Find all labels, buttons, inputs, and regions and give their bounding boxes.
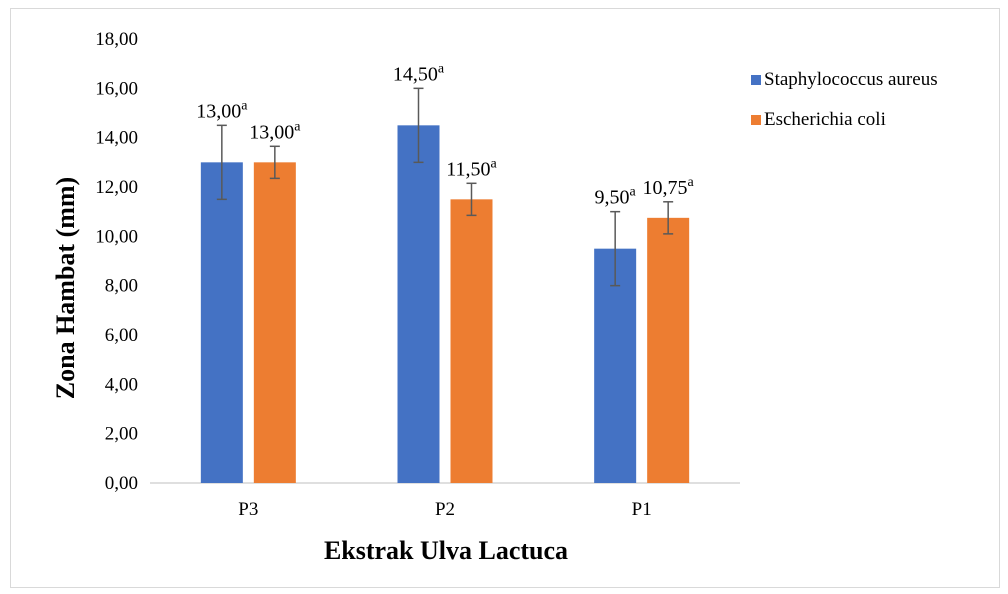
y-axis-title: Zona Hambat (mm) (51, 177, 80, 399)
data-label: 10,75a (643, 175, 695, 199)
error-bars (216, 87, 674, 287)
y-tick-label: 2,00 (105, 424, 138, 445)
data-label: 9,50a (595, 185, 637, 209)
bar (594, 248, 637, 483)
y-tick-label: 18,00 (95, 29, 138, 50)
bar (253, 162, 296, 484)
legend: Staphylococcus aureus Escherichia coli (751, 69, 938, 130)
y-tick-label: 4,00 (105, 374, 138, 395)
bars (200, 125, 690, 484)
y-tick-label: 16,00 (95, 78, 138, 99)
data-label: 11,50a (446, 156, 497, 180)
x-tick-label: P2 (435, 499, 455, 520)
x-axis-ticks: P3 P2 P1 (238, 499, 651, 520)
y-tick-label: 8,00 (105, 276, 138, 297)
y-axis-ticks: 0,00 2,00 4,00 6,00 8,00 10,00 12,00 14,00 16,00… (95, 29, 138, 494)
bar (200, 162, 243, 484)
data-labels: 13,00a 14,50a 9,50a 13,00a 11,50a 10,75a (196, 61, 694, 208)
y-tick-label: 14,00 (95, 128, 138, 149)
legend-label: Escherichia coli (764, 109, 886, 130)
bar (647, 217, 690, 484)
chart-frame (10, 8, 1000, 588)
bar (450, 199, 493, 484)
x-tick-label: P1 (632, 499, 652, 520)
legend-swatch (751, 75, 761, 85)
data-label: 14,50a (393, 61, 445, 85)
data-label: 13,00a (249, 119, 301, 143)
x-tick-label: P3 (238, 499, 258, 520)
y-tick-label: 12,00 (95, 177, 138, 198)
x-axis-title: Ekstrak Ulva Lactuca (324, 536, 568, 565)
legend-label: Staphylococcus aureus (764, 69, 938, 90)
y-tick-label: 6,00 (105, 325, 138, 346)
bar (397, 125, 440, 483)
y-tick-label: 10,00 (95, 226, 138, 247)
legend-swatch (751, 115, 761, 125)
data-label: 13,00a (196, 98, 248, 122)
y-tick-label: 0,00 (105, 473, 138, 494)
